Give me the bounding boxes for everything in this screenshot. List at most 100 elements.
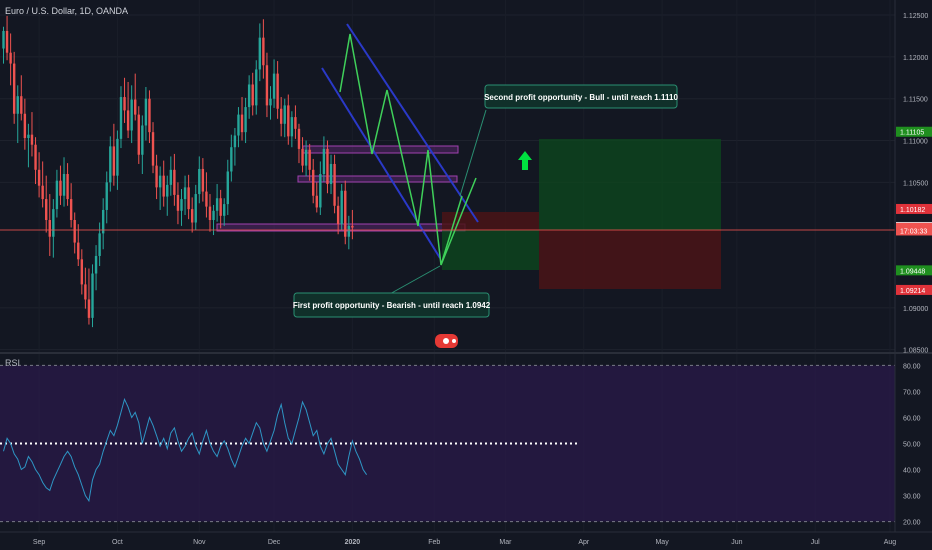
candle: [347, 215, 351, 250]
candle-body: [173, 169, 176, 195]
channel-upper-line: [346, 23, 479, 223]
candle: [215, 184, 219, 222]
candle-body: [322, 148, 326, 174]
chart-title: Euro / U.S. Dollar, 1D, OANDA: [5, 6, 128, 16]
candle-body: [223, 204, 226, 216]
rsi-label: RSI: [5, 358, 20, 368]
candle: [87, 268, 91, 325]
time-tick-label: Dec: [268, 539, 281, 546]
candle-body: [319, 173, 322, 208]
rsi-tick-label: 70.00: [903, 389, 921, 396]
candle-body: [215, 198, 219, 211]
candle: [101, 198, 105, 250]
candle: [5, 15, 9, 61]
candle-body: [272, 73, 276, 99]
candle: [59, 165, 62, 205]
candle-body: [151, 132, 155, 166]
price-badge-label: 1.10182: [900, 207, 925, 214]
candle-body: [23, 113, 27, 139]
long-stop-zone: [539, 230, 721, 289]
candle: [187, 174, 190, 220]
candle: [198, 156, 201, 204]
candle-body: [244, 107, 247, 133]
candle-body: [126, 110, 130, 131]
time-tick-label: 2020: [345, 539, 361, 546]
bull-projection-line: [440, 177, 477, 266]
candle-body: [187, 187, 190, 210]
candle-body: [45, 199, 48, 220]
arrow-up-icon: [518, 151, 532, 170]
candle-body: [304, 149, 308, 166]
candle: [137, 106, 140, 164]
candle: [37, 152, 41, 198]
time-tick-label: Oct: [112, 539, 123, 546]
candle-body: [101, 209, 105, 234]
candle-body: [166, 184, 169, 197]
candle-body: [91, 273, 94, 318]
candle: [52, 199, 55, 258]
callout-first-text: First profit opportunity - Bearish - unt…: [293, 301, 491, 310]
candle-body: [194, 194, 197, 223]
candle: [201, 158, 205, 202]
candle-body: [351, 225, 354, 228]
time-tick-label: Sep: [33, 539, 46, 546]
candle-body: [73, 219, 76, 243]
candle-body: [247, 84, 251, 108]
price-badge: 17:03:33: [896, 225, 932, 236]
candle-body: [80, 259, 84, 285]
price-badge: 1.10182: [896, 203, 932, 214]
candle: [166, 175, 169, 216]
price-axis[interactable]: 1.12500 1.12000 1.11500 1.11000 1.10500 1.090…: [903, 13, 928, 355]
price-badge-label: 1.09448: [900, 268, 925, 275]
candle-body: [251, 84, 254, 106]
price-tick-label: 1.10500: [903, 180, 928, 187]
candle: [258, 23, 262, 82]
candle: [126, 81, 130, 139]
candle: [173, 153, 176, 206]
candle: [230, 134, 233, 182]
callout-pointer-second: [459, 109, 487, 197]
candle: [194, 184, 197, 231]
time-axis[interactable]: Sep Oct Nov Dec 2020 Feb Mar Apr May Jun Jul Aug: [33, 539, 896, 546]
rsi-tick-label: 80.00: [903, 363, 921, 370]
candle: [329, 154, 333, 195]
candle: [155, 154, 158, 200]
candle-body: [240, 114, 244, 133]
candle-body: [183, 187, 187, 200]
callout-second-profit[interactable]: Second profit opportunity - Bull - until…: [484, 84, 678, 109]
candle: [134, 73, 137, 121]
candle-body: [9, 52, 12, 64]
candle-body: [287, 105, 290, 137]
candle: [148, 90, 151, 144]
rsi-tick-label: 50.00: [903, 442, 921, 449]
candle: [34, 137, 37, 185]
candle: [322, 136, 326, 182]
drawings-front: First profit opportunity - Bearish - unt…: [0, 23, 895, 348]
candle: [48, 194, 51, 256]
candle: [262, 19, 265, 79]
candle-body: [265, 65, 269, 106]
candle-body: [301, 148, 304, 166]
long-profit-zone: [539, 139, 721, 230]
candle: [130, 85, 133, 144]
price-badge-bg: [896, 225, 932, 236]
candle-body: [226, 171, 229, 205]
candle-body: [62, 173, 66, 196]
candle-body: [329, 163, 333, 185]
candle-body: [262, 37, 265, 66]
rsi-axis[interactable]: 80.00 70.00 60.00 50.00 40.00 30.00 20.00: [903, 363, 921, 526]
time-tick-label: Mar: [499, 539, 512, 546]
candle: [2, 26, 5, 64]
price-badge-label: 1.11105: [900, 130, 924, 137]
candle: [255, 60, 258, 115]
candle-body: [119, 97, 123, 139]
candle: [55, 169, 59, 218]
candle: [158, 166, 162, 210]
candle-body: [336, 205, 340, 225]
rsi-line: [3, 397, 368, 503]
candle: [20, 75, 23, 121]
callout-first-profit[interactable]: First profit opportunity - Bearish - unt…: [293, 292, 491, 318]
candle-body: [180, 199, 183, 211]
price-badge-label: 1.09214: [900, 288, 925, 295]
